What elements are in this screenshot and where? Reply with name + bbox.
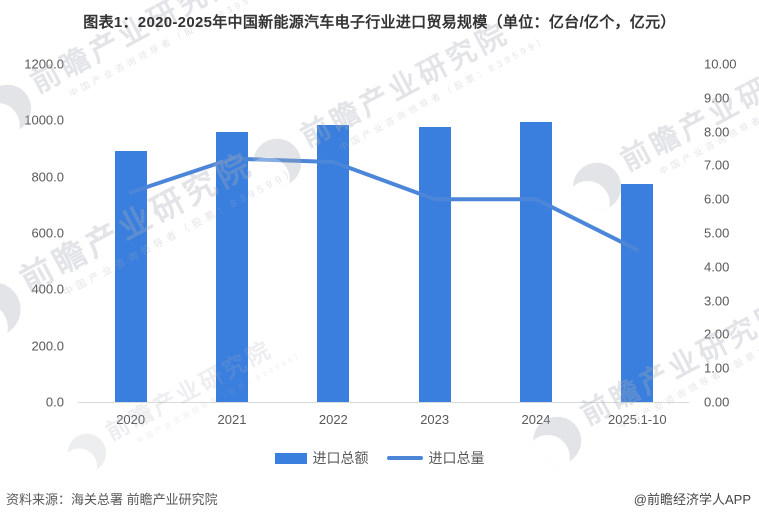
- line-path: [128, 156, 640, 252]
- left-axis-tick: 400.0: [31, 281, 64, 297]
- right-axis-tick: 7.00: [704, 157, 730, 173]
- x-axis-labels: 2020 2021 2022 2023 2024 2025.1-10: [80, 412, 688, 432]
- chart-title: 图表1：2020-2025年中国新能源汽车电子行业进口贸易规模（单位：亿台/亿个…: [83, 14, 676, 31]
- x-axis-label-2023: 2023: [420, 412, 450, 427]
- legend: 进口总额 进口总量: [0, 448, 759, 468]
- left-axis-tick: 600.0: [31, 225, 64, 241]
- right-axis-tick: 5.00: [704, 225, 730, 241]
- left-axis-tick: 1200.0: [24, 56, 64, 72]
- x-axis-label-2020: 2020: [116, 412, 146, 427]
- line-series: [128, 156, 640, 252]
- legend-label: 进口总额: [312, 450, 369, 466]
- right-axis-tick: 6.00: [704, 191, 730, 207]
- plot-area: [80, 64, 688, 402]
- bar-2022: [317, 124, 350, 402]
- x-axis-label-2021: 2021: [217, 412, 247, 427]
- bar-2024: [520, 121, 552, 402]
- bar-2025.1-10: [621, 183, 654, 402]
- right-axis-tick: 3.00: [704, 293, 730, 309]
- x-axis-label-2025.1-10: 2025.1-10: [608, 412, 667, 427]
- legend-label: 进口总量: [428, 450, 485, 466]
- right-axis-tick: 1.00: [704, 360, 730, 376]
- left-axis-tick: 800.0: [31, 169, 64, 185]
- x-axis-line: [78, 402, 689, 403]
- left-axis-tick: 1000.0: [24, 112, 64, 128]
- left-y-axis: 1200.0 1000.0 800.0 600.0 400.0 200.0 0.0: [0, 57, 64, 410]
- x-axis-label-2024: 2024: [521, 412, 551, 427]
- right-axis-tick: 10.00: [704, 56, 737, 72]
- right-axis-tick: 9.00: [704, 90, 730, 106]
- source-note: 资料来源：海关总署 前瞻产业研究院: [6, 492, 218, 507]
- left-axis-tick: 200.0: [31, 338, 64, 354]
- right-axis-tick: 4.00: [704, 259, 730, 275]
- bar-2021: [216, 131, 248, 402]
- line-swatch-icon: [386, 456, 423, 460]
- right-y-axis: 10.00 9.00 8.00 7.00 6.00 5.00 4.00 3.00 2.00 1.0…: [704, 57, 759, 410]
- left-axis-tick: 0.0: [45, 394, 64, 410]
- credit-note: @前瞻经济学人APP: [633, 492, 751, 507]
- bar-2023: [418, 127, 451, 402]
- bar-swatch-icon: [274, 452, 307, 464]
- legend-item: 进口总额: [274, 448, 369, 468]
- right-axis-tick: 0.00: [704, 394, 730, 410]
- right-axis-tick: 8.00: [704, 124, 730, 140]
- x-axis-label-2022: 2022: [318, 412, 348, 427]
- right-axis-tick: 2.00: [704, 326, 730, 342]
- legend-item: 进口总量: [386, 448, 485, 468]
